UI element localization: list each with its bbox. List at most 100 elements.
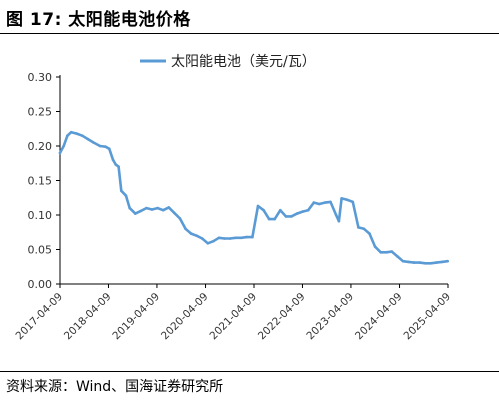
data-point: [66, 134, 69, 137]
data-point: [429, 262, 433, 265]
data-point: [217, 236, 221, 240]
data-point: [345, 198, 349, 202]
legend: 太阳能电池（美元/瓦）: [140, 54, 316, 70]
x-tick-label: 2017-04-09: [13, 291, 65, 343]
x-tick-label: 2023-04-09: [304, 291, 356, 343]
data-point: [351, 200, 355, 204]
data-point: [161, 208, 165, 212]
data-point: [184, 227, 187, 231]
data-point: [145, 206, 148, 210]
data-point: [301, 210, 304, 213]
figure-title: 图 17: 太阳能电池价格: [6, 10, 191, 30]
data-point: [435, 261, 438, 264]
data-point: [290, 215, 293, 218]
data-point: [114, 163, 118, 166]
data-point: [128, 206, 131, 210]
data-point: [173, 211, 176, 215]
data-point: [412, 261, 416, 264]
data-point: [368, 232, 371, 235]
data-point: [212, 239, 215, 243]
data-point: [340, 197, 343, 200]
x-tick-label: 2019-04-09: [110, 291, 162, 343]
x-tick-label: 2018-04-09: [62, 291, 114, 343]
data-point: [156, 206, 159, 210]
data-point: [312, 201, 316, 204]
y-tick-label: 0.25: [28, 106, 53, 119]
data-point: [418, 261, 422, 264]
data-point: [379, 251, 383, 254]
data-point: [178, 217, 182, 220]
data-point: [200, 237, 204, 240]
data-point: [195, 234, 198, 237]
data-point: [92, 141, 95, 144]
data-point: [245, 235, 249, 239]
data-point: [267, 217, 271, 221]
data-point: [150, 208, 154, 211]
data-point: [334, 213, 338, 217]
data-point: [189, 232, 193, 235]
data-point: [86, 137, 90, 141]
data-point: [104, 145, 107, 148]
series-layer: [58, 130, 449, 265]
data-point: [81, 134, 84, 137]
x-tick-label: 2021-04-09: [207, 291, 259, 343]
y-tick-label: 0.05: [28, 244, 53, 257]
data-point: [295, 212, 299, 215]
source-rule: [0, 371, 499, 372]
source-note: 资料来源：Wind、国海证券研究所: [6, 379, 224, 395]
data-point: [284, 215, 288, 218]
data-point: [167, 206, 171, 209]
data-point: [108, 147, 111, 151]
data-point: [240, 236, 243, 240]
data-point: [390, 250, 394, 253]
y-axis: 0.00 0.05 0.10 0.15 0.20 0.25 0.30: [28, 71, 61, 291]
y-tick-label: 0.20: [28, 140, 53, 153]
y-tick-label: 0.00: [28, 278, 53, 291]
data-point: [251, 235, 254, 239]
data-point: [440, 260, 444, 264]
data-point: [273, 217, 277, 221]
data-point: [58, 151, 62, 155]
data-point: [323, 201, 327, 204]
y-tick-label: 0.30: [28, 71, 53, 84]
data-point: [228, 237, 232, 240]
data-point: [279, 208, 282, 212]
data-point: [256, 204, 260, 208]
data-point: [373, 245, 377, 248]
data-point: [362, 227, 366, 231]
x-tick-label: 2020-04-09: [159, 291, 211, 343]
price-line-chart: 0.000.050.100.150.200.250.30 2017-04-092…: [13, 54, 453, 343]
data-point: [306, 208, 310, 212]
data-point: [234, 236, 237, 240]
data-point: [120, 189, 123, 193]
data-point: [337, 219, 341, 223]
data-point: [139, 209, 143, 213]
x-axis: 2017-04-092018-04-092019-04-092020-04-09…: [13, 283, 453, 343]
data-point: [62, 144, 65, 148]
data-point: [396, 255, 399, 258]
data-point: [424, 262, 427, 265]
data-point: [407, 260, 410, 264]
data-point: [401, 259, 405, 263]
data-point: [206, 242, 210, 245]
legend-label: 太阳能电池（美元/瓦）: [171, 54, 316, 70]
data-point: [75, 132, 78, 135]
data-point: [134, 212, 137, 215]
data-point: [223, 237, 226, 240]
y-tick-label: 0.15: [28, 175, 53, 188]
y-tick-label: 0.10: [28, 209, 53, 222]
title-rule: [0, 33, 499, 34]
x-tick-label: 2022-04-09: [256, 291, 308, 343]
data-point: [385, 251, 388, 254]
data-point: [117, 165, 120, 168]
data-point: [69, 130, 73, 134]
data-point: [446, 259, 449, 263]
x-tick-label: 2025-04-09: [401, 291, 453, 343]
series-line: [58, 130, 449, 265]
data-point: [111, 158, 115, 162]
data-point: [329, 200, 332, 204]
data-point: [262, 208, 265, 212]
data-point: [357, 226, 360, 229]
x-tick-label: 2024-04-09: [353, 291, 405, 343]
data-point: [318, 202, 321, 206]
